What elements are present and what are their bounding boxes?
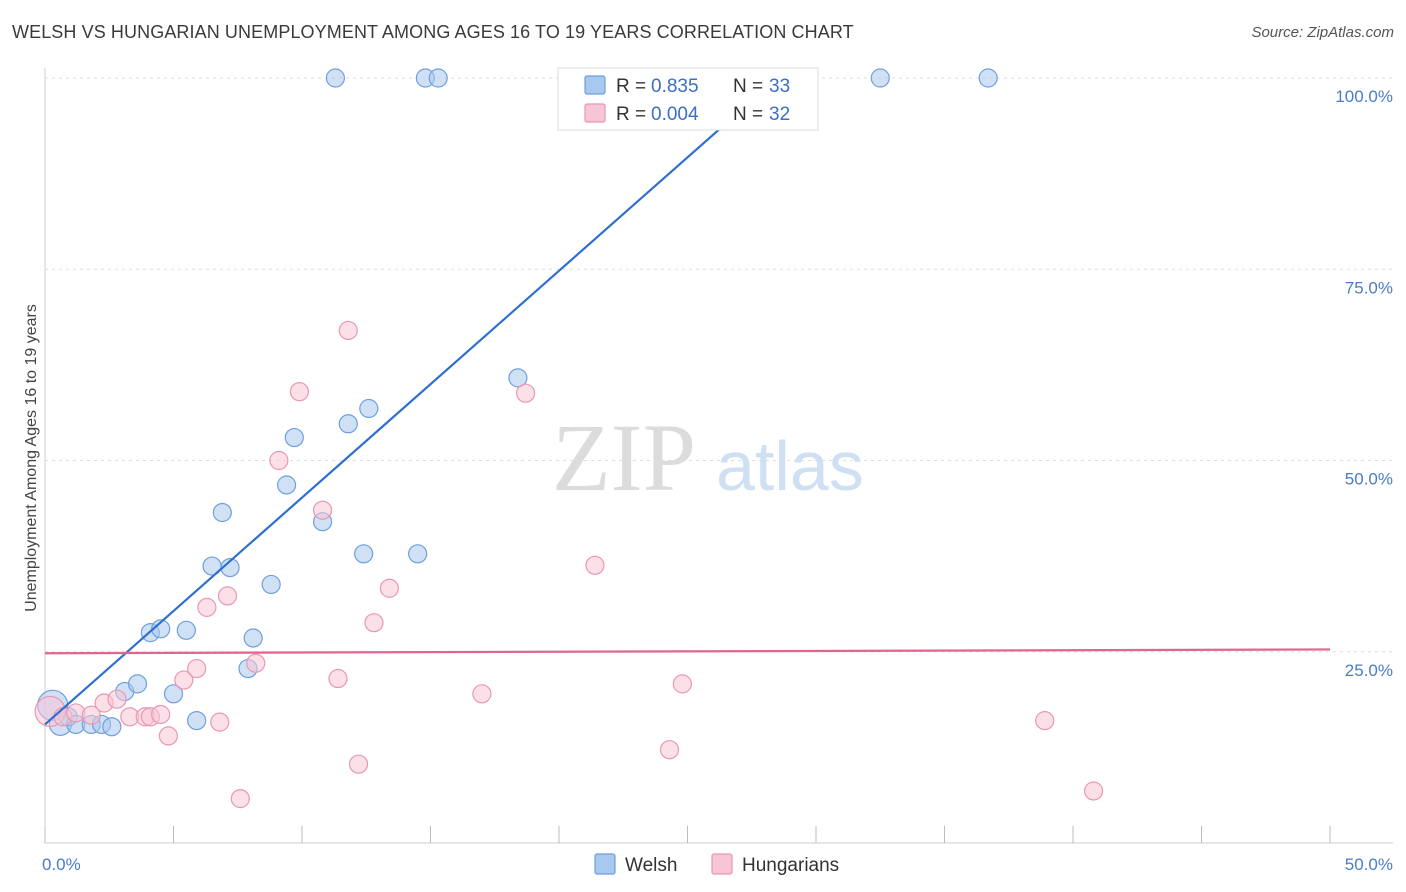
point-hungarians-18	[269, 450, 289, 471]
point-welsh-32	[978, 68, 998, 88]
point-welsh-13	[187, 710, 207, 731]
chart-title: WELSH VS HUNGARIAN UNEMPLOYMENT AMONG AG…	[12, 22, 854, 42]
top-legend: R = 0.835 N = 33 R = 0.004 N = 32	[557, 67, 819, 131]
watermark-zip: ZIP	[552, 404, 696, 511]
point-hungarians-22	[338, 320, 358, 341]
point-welsh-23	[325, 68, 346, 88]
bottom-legend-label-hungarians: Hungarians	[742, 855, 839, 876]
tick-labels: 25.0% 50.0% 75.0% 100.0% 0.0% 50.0%	[42, 87, 1393, 874]
point-hungarians-9	[151, 704, 171, 725]
legend-r-label-welsh: R =	[616, 76, 646, 97]
point-welsh-11	[163, 684, 184, 704]
series-welsh	[37, 68, 998, 737]
point-welsh-21	[284, 427, 304, 448]
point-hungarians-14	[210, 712, 230, 732]
point-hungarians-23	[348, 754, 369, 774]
grid	[45, 77, 1393, 653]
series-hungarians	[34, 320, 1104, 809]
legend-n-value-welsh: 33	[769, 76, 790, 97]
legend-n-label-welsh: N =	[733, 76, 763, 97]
legend-n-label-hungarians: N =	[733, 104, 763, 125]
legend-r-value-hungarians: 0.004	[651, 104, 699, 125]
trend-line-hungarians	[44, 648, 1331, 655]
x-tick-label-1: 50.0%	[1345, 855, 1393, 874]
point-hungarians-12	[187, 658, 207, 679]
point-welsh-30	[508, 368, 528, 388]
legend-r-value-welsh: 0.835	[651, 76, 699, 97]
point-hungarians-21	[328, 668, 348, 689]
bottom-legend-swatch-welsh	[594, 853, 616, 875]
point-hungarians-11	[174, 670, 194, 690]
point-hungarians-25	[379, 578, 399, 598]
bottom-legend-swatch-hungarians	[711, 853, 733, 875]
point-hungarians-27	[515, 383, 536, 403]
point-welsh-20	[276, 475, 297, 495]
point-welsh-19	[261, 574, 281, 595]
point-hungarians-24	[364, 613, 384, 633]
point-welsh-25	[354, 544, 374, 564]
point-hungarians-15	[217, 586, 238, 606]
y-tick-label-0: 25.0%	[1345, 661, 1393, 680]
trend-line-welsh	[44, 77, 779, 726]
point-hungarians-30	[672, 674, 692, 694]
legend-n-value-hungarians: 32	[769, 104, 790, 125]
point-hungarians-26	[472, 684, 492, 704]
watermark: ZIP atlas	[552, 404, 864, 511]
point-hungarians-19	[289, 382, 310, 402]
data-points	[34, 68, 1104, 809]
x-tick-label-0: 0.0%	[42, 855, 81, 874]
point-welsh-26	[359, 398, 379, 419]
point-hungarians-32	[1083, 781, 1104, 801]
y-tick-label-2: 75.0%	[1345, 278, 1393, 297]
point-welsh-10	[151, 619, 171, 639]
point-welsh-12	[176, 620, 196, 640]
point-hungarians-28	[585, 555, 605, 575]
point-welsh-31	[870, 68, 890, 88]
bottom-legend: Welsh Hungarians	[594, 853, 839, 876]
point-hungarians-20	[312, 500, 333, 520]
point-hungarians-5	[107, 689, 127, 709]
chart-source: Source: ZipAtlas.com	[1251, 24, 1394, 41]
point-welsh-15	[212, 502, 232, 523]
watermark-atlas: atlas	[716, 427, 864, 505]
legend-swatch-welsh	[584, 75, 606, 95]
point-welsh-29	[428, 68, 448, 88]
bottom-legend-label-welsh: Welsh	[625, 855, 677, 876]
point-welsh-27	[408, 544, 428, 564]
point-hungarians-17	[246, 653, 266, 673]
y-axis-title: Unemployment Among Ages 16 to 19 years	[23, 304, 40, 612]
point-welsh-8	[127, 674, 148, 694]
y-tick-label-3: 100.0%	[1335, 87, 1393, 106]
point-hungarians-29	[659, 740, 680, 760]
point-hungarians-16	[230, 789, 250, 809]
legend-swatch-hungarians	[584, 103, 606, 123]
point-welsh-24	[338, 414, 358, 434]
point-hungarians-31	[1035, 710, 1055, 731]
legend-r-label-hungarians: R =	[616, 104, 646, 125]
point-hungarians-13	[197, 597, 217, 617]
y-tick-label-1: 50.0%	[1345, 470, 1393, 489]
point-hungarians-10	[158, 726, 178, 746]
point-welsh-6	[102, 717, 122, 737]
point-hungarians-3	[81, 705, 101, 725]
point-welsh-18	[243, 628, 263, 648]
trend-lines	[44, 77, 1331, 726]
